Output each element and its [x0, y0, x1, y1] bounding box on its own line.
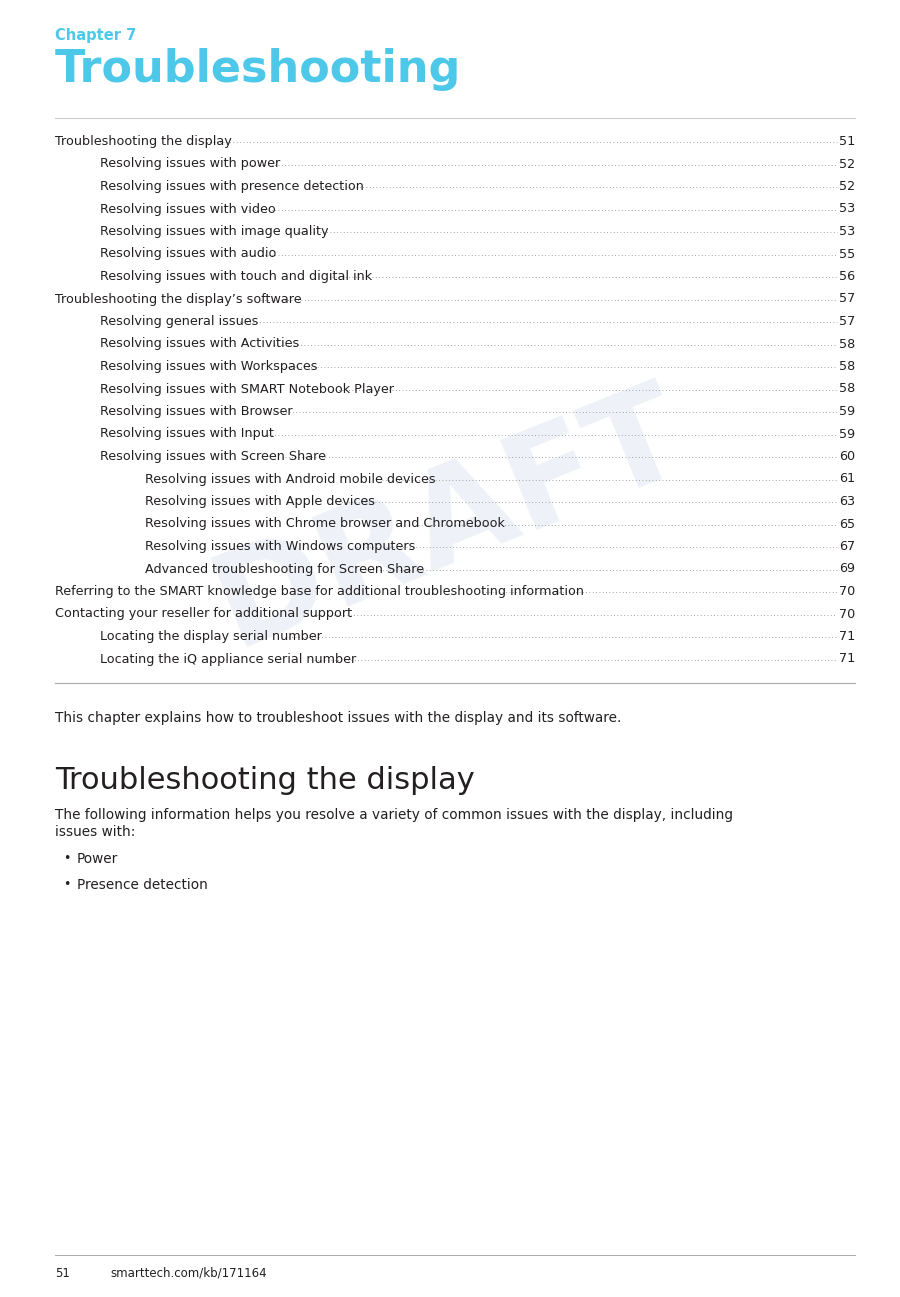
Text: 67: 67 [839, 540, 855, 553]
Text: •: • [63, 878, 70, 891]
Text: 58: 58 [839, 383, 855, 396]
Text: Resolving issues with Chrome browser and Chromebook: Resolving issues with Chrome browser and… [145, 518, 505, 530]
Text: 69: 69 [839, 563, 855, 576]
Text: 59: 59 [839, 428, 855, 441]
Text: 57: 57 [839, 315, 855, 328]
Text: Resolving issues with touch and digital ink: Resolving issues with touch and digital … [100, 270, 372, 283]
Text: Resolving issues with Browser: Resolving issues with Browser [100, 405, 292, 418]
Text: Troubleshooting the display’s software: Troubleshooting the display’s software [55, 293, 302, 306]
Text: 71: 71 [839, 630, 855, 643]
Text: Resolving issues with Input: Resolving issues with Input [100, 428, 274, 441]
Text: Resolving issues with Screen Share: Resolving issues with Screen Share [100, 450, 326, 463]
Text: Resolving issues with image quality: Resolving issues with image quality [100, 224, 328, 239]
Text: Resolving issues with Workspaces: Resolving issues with Workspaces [100, 361, 318, 374]
Text: 65: 65 [839, 518, 855, 530]
Text: 53: 53 [839, 202, 855, 215]
Text: Chapter 7: Chapter 7 [55, 29, 136, 43]
Text: 60: 60 [839, 450, 855, 463]
Text: Resolving issues with Android mobile devices: Resolving issues with Android mobile dev… [145, 472, 436, 485]
Text: 55: 55 [839, 248, 855, 261]
Text: Resolving issues with presence detection: Resolving issues with presence detection [100, 180, 364, 193]
Text: Resolving issues with Windows computers: Resolving issues with Windows computers [145, 540, 416, 553]
Text: 63: 63 [839, 495, 855, 508]
Text: Resolving issues with power: Resolving issues with power [100, 157, 280, 170]
Text: Resolving issues with audio: Resolving issues with audio [100, 248, 276, 261]
Text: Troubleshooting the display: Troubleshooting the display [55, 767, 475, 795]
Text: smarttech.com/kb/171164: smarttech.com/kb/171164 [110, 1267, 266, 1280]
Text: 52: 52 [839, 157, 855, 170]
Text: Locating the iQ appliance serial number: Locating the iQ appliance serial number [100, 652, 356, 665]
Text: Presence detection: Presence detection [77, 878, 208, 892]
Text: Troubleshooting: Troubleshooting [55, 48, 462, 91]
Text: Resolving issues with SMART Notebook Player: Resolving issues with SMART Notebook Pla… [100, 383, 394, 396]
Text: Power: Power [77, 852, 118, 866]
Text: 51: 51 [839, 135, 855, 148]
Text: Troubleshooting the display: Troubleshooting the display [55, 135, 232, 148]
Text: 59: 59 [839, 405, 855, 418]
Text: 58: 58 [839, 337, 855, 350]
Text: •: • [63, 852, 70, 865]
Text: 56: 56 [839, 270, 855, 283]
Text: 58: 58 [839, 361, 855, 374]
Text: Resolving general issues: Resolving general issues [100, 315, 258, 328]
Text: 61: 61 [839, 472, 855, 485]
Text: Resolving issues with Activities: Resolving issues with Activities [100, 337, 299, 350]
Text: 70: 70 [839, 607, 855, 620]
Text: Resolving issues with Apple devices: Resolving issues with Apple devices [145, 495, 375, 508]
Text: Contacting your reseller for additional support: Contacting your reseller for additional … [55, 607, 352, 620]
Text: 57: 57 [839, 293, 855, 306]
Text: Resolving issues with video: Resolving issues with video [100, 202, 275, 215]
Text: This chapter explains how to troubleshoot issues with the display and its softwa: This chapter explains how to troubleshoo… [55, 711, 621, 725]
Text: 71: 71 [835, 652, 855, 665]
Text: Locating the display serial number: Locating the display serial number [100, 630, 322, 643]
Text: issues with:: issues with: [55, 825, 135, 839]
Text: Advanced troubleshooting for Screen Share: Advanced troubleshooting for Screen Shar… [145, 563, 424, 576]
Text: Referring to the SMART knowledge base for additional troubleshooting information: Referring to the SMART knowledge base fo… [55, 585, 584, 598]
Text: The following information helps you resolve a variety of common issues with the : The following information helps you reso… [55, 808, 733, 822]
Text: 70: 70 [839, 585, 855, 598]
Text: DRAFT: DRAFT [197, 368, 703, 672]
Text: 52: 52 [839, 180, 855, 193]
Text: 51: 51 [55, 1267, 70, 1280]
Text: 53: 53 [839, 224, 855, 239]
